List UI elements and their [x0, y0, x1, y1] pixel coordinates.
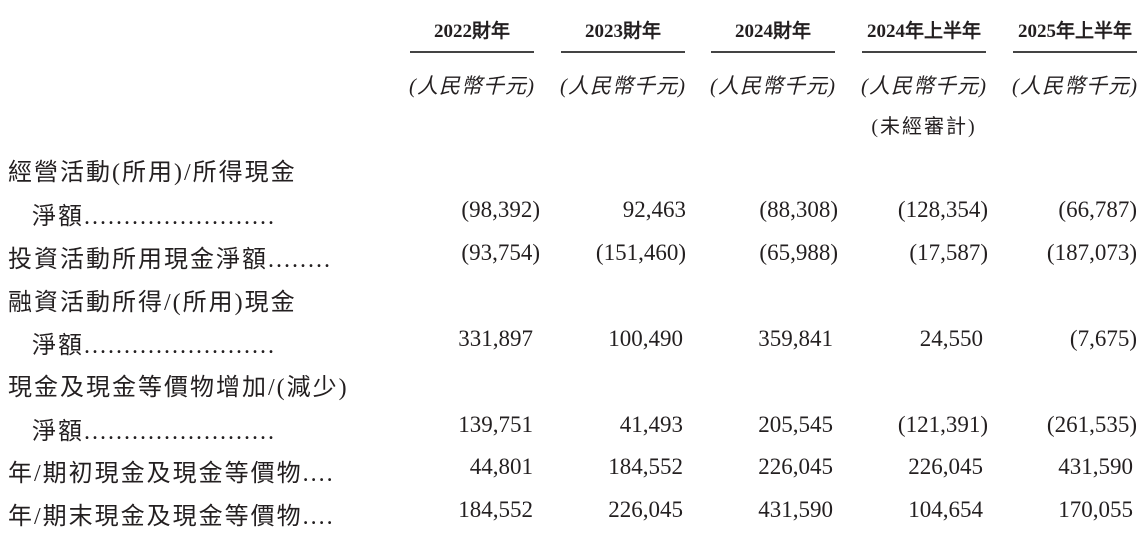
cell: (17,587) [909, 240, 988, 265]
cell: (121,391) [897, 412, 988, 437]
column-header-2024: 2024財年 [711, 16, 835, 53]
cell: 139,751 [458, 412, 533, 437]
cell: 226,045 [608, 497, 683, 522]
cell: (128,354) [897, 197, 988, 222]
cell: 205,545 [758, 412, 833, 437]
cell: (261,535) [1046, 412, 1137, 437]
row-label-line1: 融資活動所得/(所用)現金 [8, 290, 297, 316]
row-label: 投資活動所用現金淨額........ [8, 247, 332, 273]
row-label: 年/期末現金及現金等價物.... [8, 504, 335, 530]
cell: 170,055 [1058, 497, 1133, 522]
cell: (7,675) [1069, 326, 1137, 351]
cell: 331,897 [458, 326, 533, 351]
cell: (93,754) [461, 240, 540, 265]
cell: 24,550 [919, 326, 983, 351]
row-label: 淨額........................ [32, 204, 276, 230]
unit-label: (人民幣千元) [1012, 74, 1138, 98]
row-label: 年/期初現金及現金等價物.... [8, 461, 335, 487]
cell: 41,493 [619, 412, 683, 437]
row-label-line1: 經營活動(所用)/所得現金 [8, 160, 297, 186]
column-header-2024h1: 2024年上半年 [862, 16, 986, 53]
cell: 184,552 [458, 497, 533, 522]
cell: 226,045 [758, 454, 833, 479]
cell: 92,463 [622, 197, 686, 222]
unaudited-note: (未經審計) [871, 116, 977, 138]
cell: 104,654 [908, 497, 983, 522]
unit-label: (人民幣千元) [560, 74, 686, 98]
cell: (187,073) [1046, 240, 1137, 265]
column-header-2022: 2022財年 [410, 16, 534, 53]
cell: 431,590 [1058, 454, 1133, 479]
cell: (66,787) [1058, 197, 1137, 222]
row-label: 淨額........................ [32, 419, 276, 445]
cell: (65,988) [759, 240, 838, 265]
cell: (151,460) [595, 240, 686, 265]
column-header-2025h1: 2025年上半年 [1013, 16, 1137, 53]
cell: 44,801 [469, 454, 533, 479]
row-label: 淨額........................ [32, 333, 276, 359]
cell: 226,045 [908, 454, 983, 479]
cell: (98,392) [461, 197, 540, 222]
unit-label: (人民幣千元) [710, 74, 836, 98]
cell: 359,841 [758, 326, 833, 351]
cell: (88,308) [759, 197, 838, 222]
cell: 100,490 [608, 326, 683, 351]
row-label-line1: 現金及現金等價物增加/(減少) [8, 375, 349, 401]
cell: 184,552 [608, 454, 683, 479]
column-header-2023: 2023財年 [561, 16, 685, 53]
cell: 431,590 [758, 497, 833, 522]
unit-label: (人民幣千元) [409, 74, 535, 98]
unit-label: (人民幣千元) [861, 74, 987, 98]
